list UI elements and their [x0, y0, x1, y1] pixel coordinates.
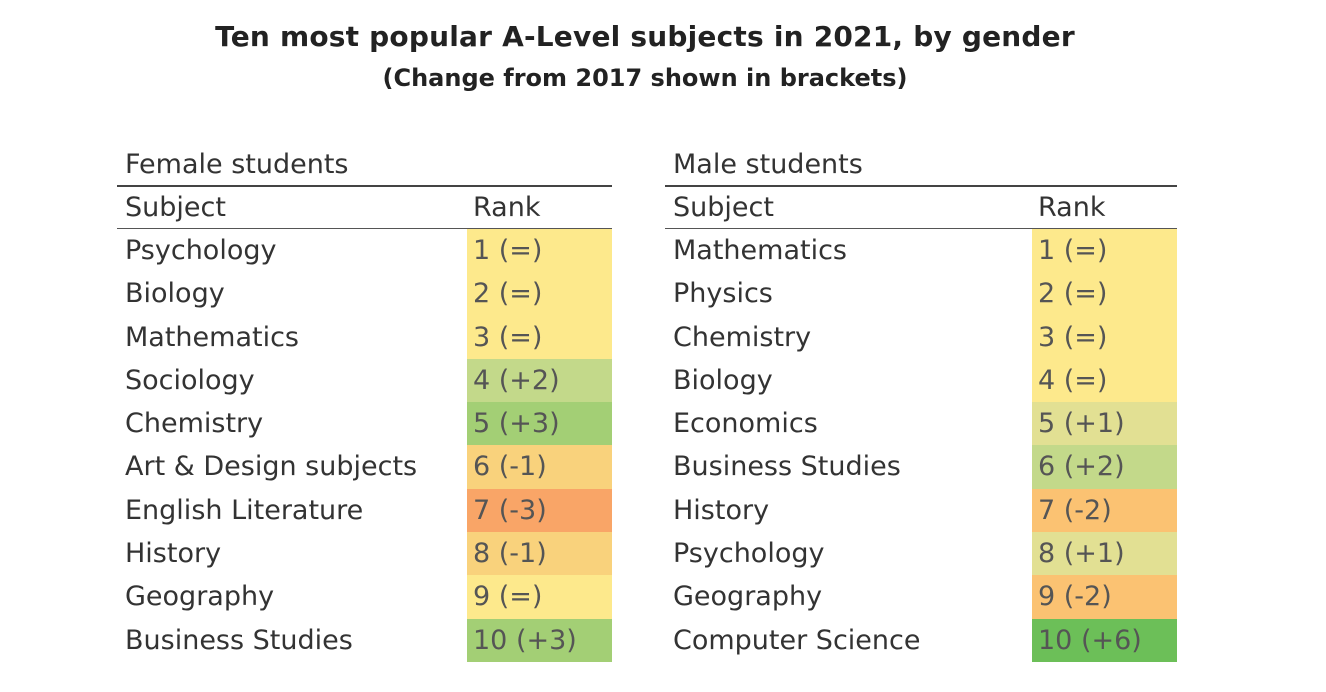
rank-cell: 8 (+1)	[1032, 532, 1177, 576]
rank-cell: 6 (-1)	[467, 445, 612, 489]
rank-cell: 3 (=)	[467, 315, 612, 359]
table-row: History 8 (-1)	[117, 532, 612, 576]
table-row: Art & Design subjects 6 (-1)	[117, 445, 612, 489]
table-row: Psychology 8 (+1)	[665, 532, 1177, 576]
subject-cell: Biology	[673, 364, 773, 396]
subject-cell: Physics	[673, 278, 773, 310]
subject-cell: Geography	[125, 581, 275, 613]
subject-cell: Psychology	[673, 538, 825, 570]
table-row: Computer Science 10 (+6)	[665, 618, 1177, 662]
male-rank-header: Rank	[1038, 192, 1106, 223]
male-rows: Mathematics 1 (=) Physics 2 (=) Chemistry 3 (…	[665, 229, 1177, 662]
male-table: Male students Subject Rank Mathematics 1 …	[665, 145, 1177, 662]
rank-cell: 2 (=)	[467, 272, 612, 316]
table-row: Mathematics 1 (=)	[665, 229, 1177, 273]
rank-cell: 1 (=)	[467, 229, 612, 273]
subject-cell: Mathematics	[125, 321, 299, 353]
subject-cell: Psychology	[125, 235, 277, 266]
rank-cell: 10 (+6)	[1032, 618, 1177, 662]
female-rank-header: Rank	[473, 192, 541, 223]
subject-cell: History	[125, 538, 222, 570]
chart-subtitle: (Change from 2017 shown in brackets)	[382, 64, 908, 92]
rank-cell: 9 (-2)	[1032, 575, 1177, 619]
male-subject-header: Subject	[673, 192, 774, 223]
rank-cell: 7 (-2)	[1032, 488, 1177, 533]
rank-cell: 3 (=)	[1032, 315, 1177, 359]
female-column-header: Subject Rank	[117, 187, 612, 229]
male-column-header: Subject Rank	[665, 187, 1177, 229]
subject-cell: Computer Science	[673, 624, 921, 656]
table-row: Psychology 1 (=)	[117, 229, 612, 273]
table-row: Physics 2 (=)	[665, 272, 1177, 316]
subject-cell: Sociology	[125, 364, 255, 396]
subject-cell: Economics	[673, 408, 818, 440]
subject-cell: Mathematics	[673, 235, 847, 266]
rank-cell: 5 (+3)	[467, 402, 612, 446]
subject-cell: Biology	[125, 278, 225, 310]
female-panel-title: Female students	[117, 145, 612, 187]
table-row: Economics 5 (+1)	[665, 402, 1177, 446]
rank-cell: 8 (-1)	[467, 532, 612, 576]
subject-cell: Business Studies	[673, 451, 901, 483]
rank-cell: 9 (=)	[467, 575, 612, 619]
subject-cell: English Literature	[125, 494, 364, 526]
rank-cell: 1 (=)	[1032, 229, 1177, 273]
chart-title: Ten most popular A-Level subjects in 202…	[215, 20, 1075, 53]
table-row: Sociology 4 (+2)	[117, 358, 612, 403]
rank-cell: 7 (-3)	[467, 488, 612, 533]
subject-cell: Chemistry	[673, 321, 812, 353]
rank-cell: 5 (+1)	[1032, 402, 1177, 446]
rank-cell: 4 (=)	[1032, 358, 1177, 403]
rank-cell: 4 (+2)	[467, 358, 612, 403]
table-row: Geography 9 (=)	[117, 575, 612, 619]
table-row: Mathematics 3 (=)	[117, 315, 612, 359]
subject-cell: Chemistry	[125, 408, 264, 440]
female-table: Female students Subject Rank Psychology 1…	[117, 145, 612, 662]
table-row: Chemistry 3 (=)	[665, 315, 1177, 359]
female-subject-header: Subject	[125, 192, 226, 223]
subject-cell: Business Studies	[125, 624, 353, 656]
rank-cell: 2 (=)	[1032, 272, 1177, 316]
table-row: Biology 2 (=)	[117, 272, 612, 316]
table-row: Business Studies 10 (+3)	[117, 618, 612, 662]
table-row: English Literature 7 (-3)	[117, 488, 612, 533]
table-row: Business Studies 6 (+2)	[665, 445, 1177, 489]
rank-cell: 10 (+3)	[467, 618, 612, 662]
table-row: History 7 (-2)	[665, 488, 1177, 533]
male-panel-title: Male students	[665, 145, 1177, 187]
subject-cell: Art & Design subjects	[125, 451, 418, 483]
table-row: Geography 9 (-2)	[665, 575, 1177, 619]
table-row: Biology 4 (=)	[665, 358, 1177, 403]
subject-cell: History	[673, 494, 770, 526]
subject-cell: Geography	[673, 581, 823, 613]
female-rows: Psychology 1 (=) Biology 2 (=) Mathematics 3 …	[117, 229, 612, 662]
table-row: Chemistry 5 (+3)	[117, 402, 612, 446]
rank-cell: 6 (+2)	[1032, 445, 1177, 489]
